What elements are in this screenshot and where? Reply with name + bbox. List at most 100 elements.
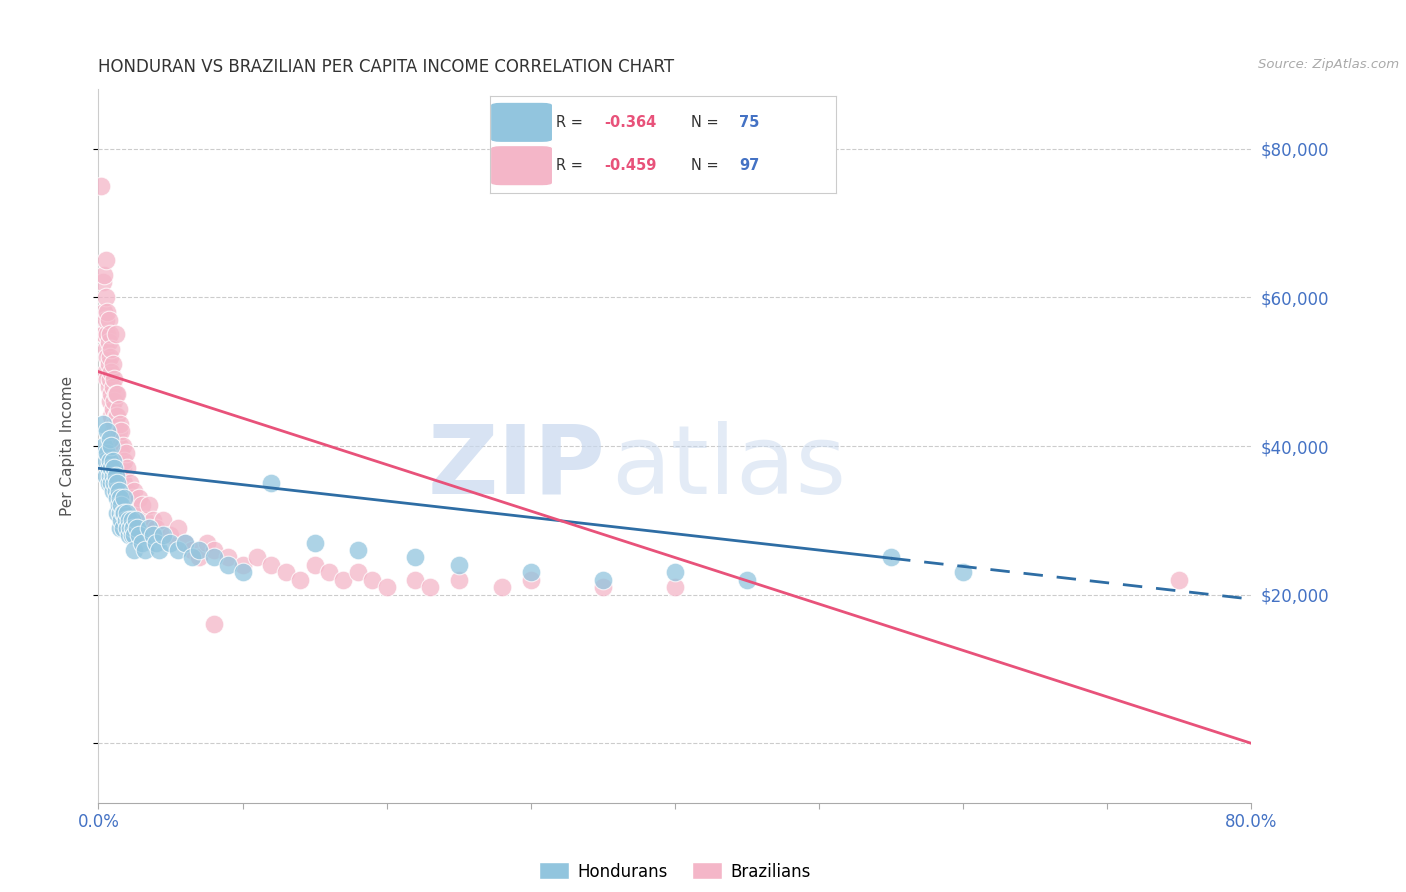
Point xyxy=(120,521,142,535)
Point xyxy=(121,491,143,505)
Point xyxy=(1168,573,1191,587)
Point xyxy=(105,506,128,520)
Point xyxy=(274,566,297,580)
Point xyxy=(405,573,427,587)
Point xyxy=(108,439,131,453)
Point xyxy=(100,476,122,491)
Point xyxy=(101,468,124,483)
Point xyxy=(231,566,254,580)
Point xyxy=(880,550,903,565)
Point xyxy=(124,528,146,542)
Point xyxy=(110,468,132,483)
Point xyxy=(93,327,115,342)
Point xyxy=(94,290,117,304)
Point xyxy=(110,513,132,527)
Point xyxy=(93,305,115,319)
Point xyxy=(98,372,121,386)
Point xyxy=(202,543,225,558)
Point xyxy=(105,387,128,401)
Point xyxy=(101,424,124,438)
Point xyxy=(124,506,146,520)
Point xyxy=(111,461,134,475)
Point xyxy=(111,439,134,453)
Point xyxy=(121,513,143,527)
Point xyxy=(94,365,117,379)
Point xyxy=(107,499,129,513)
Point xyxy=(117,506,139,520)
Point xyxy=(260,558,283,572)
Point xyxy=(181,550,204,565)
Point xyxy=(104,409,127,424)
Point xyxy=(332,573,354,587)
Point xyxy=(108,417,131,431)
Point xyxy=(100,343,122,357)
Point xyxy=(148,543,170,558)
Point xyxy=(491,580,513,594)
Point xyxy=(122,521,145,535)
Point xyxy=(101,379,124,393)
Point xyxy=(120,476,142,491)
Point xyxy=(664,580,686,594)
Point xyxy=(375,580,398,594)
Point xyxy=(217,558,239,572)
Point xyxy=(97,357,120,371)
Point xyxy=(405,550,427,565)
Point xyxy=(104,483,127,498)
Point xyxy=(664,566,686,580)
Point xyxy=(114,446,136,460)
Point xyxy=(128,528,150,542)
Point xyxy=(246,550,269,565)
Point xyxy=(952,566,974,580)
Point xyxy=(103,372,125,386)
Point xyxy=(111,521,134,535)
Point xyxy=(98,454,121,468)
Point xyxy=(128,491,150,505)
Point xyxy=(112,476,135,491)
Point xyxy=(103,461,125,475)
Point xyxy=(90,178,112,193)
Point xyxy=(105,432,128,446)
Point xyxy=(181,543,204,558)
Point xyxy=(318,566,340,580)
Point xyxy=(735,573,758,587)
Point xyxy=(105,491,128,505)
Point xyxy=(110,424,132,438)
Point xyxy=(101,357,124,371)
Point xyxy=(112,454,135,468)
Point xyxy=(520,573,543,587)
Point xyxy=(100,365,122,379)
Point xyxy=(112,491,135,505)
Point xyxy=(91,417,114,431)
Point xyxy=(138,499,160,513)
Point xyxy=(131,499,153,513)
Point xyxy=(202,550,225,565)
Point xyxy=(145,535,167,549)
Point xyxy=(101,483,124,498)
Point xyxy=(217,550,239,565)
Text: HONDURAN VS BRAZILIAN PER CAPITA INCOME CORRELATION CHART: HONDURAN VS BRAZILIAN PER CAPITA INCOME … xyxy=(98,58,675,76)
Point xyxy=(107,483,129,498)
Y-axis label: Per Capita Income: Per Capita Income xyxy=(60,376,75,516)
Point xyxy=(97,312,120,326)
Point xyxy=(231,558,254,572)
Point xyxy=(117,461,139,475)
Point xyxy=(108,521,131,535)
Point xyxy=(125,513,148,527)
Point xyxy=(100,387,122,401)
Point xyxy=(592,573,614,587)
Point xyxy=(166,543,188,558)
Point xyxy=(98,432,121,446)
Point xyxy=(93,439,115,453)
Point xyxy=(98,394,121,409)
Point xyxy=(174,535,197,549)
Point xyxy=(304,535,326,549)
Point xyxy=(97,461,120,475)
Point xyxy=(117,483,139,498)
Point xyxy=(142,528,165,542)
Point xyxy=(94,343,117,357)
Point xyxy=(118,513,141,527)
Point xyxy=(103,394,125,409)
Point xyxy=(100,409,122,424)
Point xyxy=(107,401,129,416)
Point xyxy=(290,573,312,587)
